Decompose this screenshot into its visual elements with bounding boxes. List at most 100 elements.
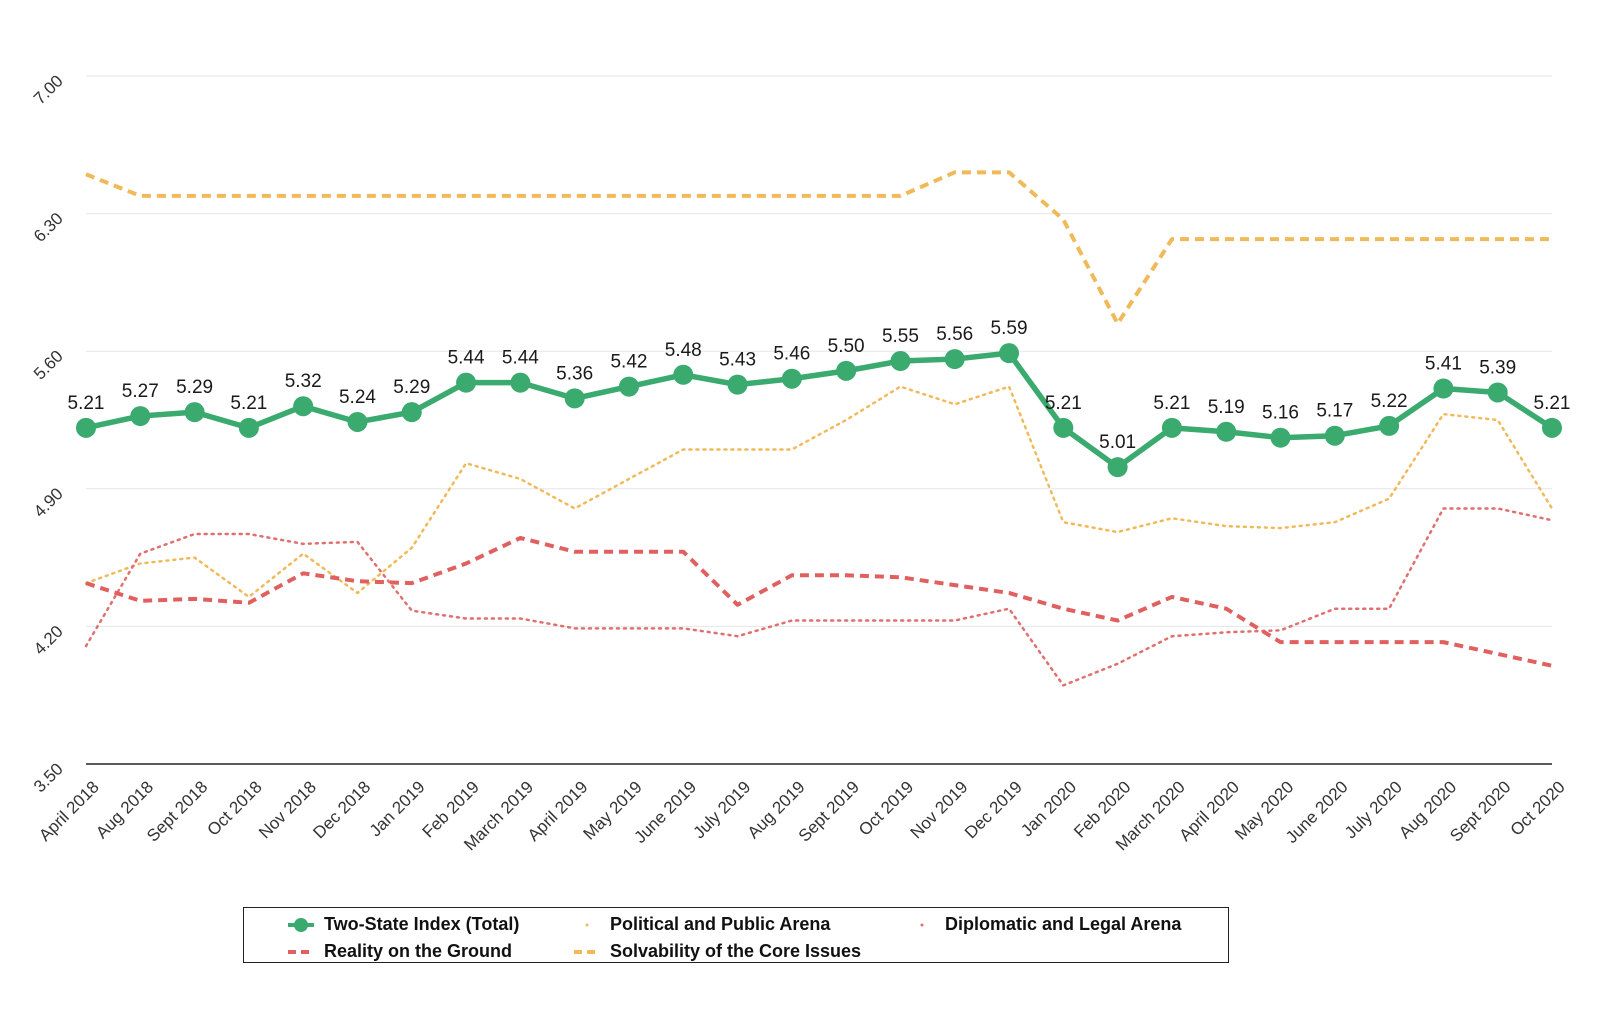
data-label-total: 5.19 — [1208, 397, 1245, 418]
x-tick-label: Jan 2020 — [1017, 777, 1080, 840]
data-label-total: 5.24 — [339, 387, 376, 408]
data-point-total[interactable] — [1053, 417, 1074, 438]
series-lines — [84, 170, 1554, 687]
legend-label-diplomatic: Diplomatic and Legal Arena — [945, 914, 1182, 934]
data-point-total[interactable] — [944, 349, 965, 370]
series-line-reality-on-the-ground — [85, 535, 1553, 668]
data-label-total: 5.21 — [230, 393, 267, 414]
data-label-total: 5.39 — [1479, 357, 1516, 378]
data-label-total: 5.36 — [556, 363, 593, 384]
data-label-total: 5.29 — [393, 377, 430, 398]
data-point-total[interactable] — [1107, 457, 1128, 478]
legend-label-solvability: Solvability of the Core Issues — [610, 941, 862, 961]
x-tick-label: April 2019 — [524, 777, 592, 845]
data-point-total[interactable] — [836, 360, 857, 381]
data-label-total: 5.59 — [991, 318, 1028, 339]
data-point-total[interactable] — [999, 343, 1020, 364]
data-point-total[interactable] — [1161, 417, 1182, 438]
data-point-total[interactable] — [238, 417, 259, 438]
legend-label-political: Political and Public Arena — [610, 914, 831, 934]
y-tick-label: 3.50 — [30, 759, 67, 796]
legend-item-solvability[interactable]: Solvability of the Core Issues — [574, 941, 861, 962]
data-label-total: 5.16 — [1262, 403, 1299, 424]
data-point-total[interactable] — [1542, 417, 1562, 438]
legend: Two-State Index (Total) Political and Pu… — [243, 907, 1229, 963]
data-point-total[interactable] — [564, 388, 585, 409]
series-markers — [76, 343, 1562, 478]
data-point-total[interactable] — [510, 372, 531, 393]
data-label-total: 5.21 — [1153, 393, 1190, 414]
legend-item-reality[interactable]: Reality on the Ground — [288, 941, 512, 962]
data-point-total[interactable] — [890, 351, 911, 372]
data-point-total[interactable] — [184, 402, 205, 423]
legend-swatch-total — [288, 917, 314, 932]
legend-swatch-diplomatic — [920, 923, 924, 926]
legend-item-diplomatic[interactable]: Diplomatic and Legal Arena — [909, 914, 1181, 935]
legend-swatch-solvability — [574, 949, 600, 954]
data-point-total[interactable] — [130, 406, 151, 427]
data-label-total: 5.22 — [1371, 391, 1408, 412]
x-tick-label: Nov 2019 — [907, 777, 972, 842]
legend-item-political[interactable]: Political and Public Arena — [574, 914, 830, 935]
data-point-total[interactable] — [1324, 425, 1345, 446]
y-tick-label: 5.60 — [30, 347, 67, 384]
data-point-total[interactable] — [1216, 421, 1237, 442]
data-label-total: 5.21 — [1534, 393, 1571, 414]
x-tick-label: July 2020 — [1341, 777, 1406, 842]
legend-label-total: Two-State Index (Total) — [324, 914, 520, 934]
data-point-total[interactable] — [618, 376, 639, 397]
data-label-total: 5.44 — [448, 348, 485, 369]
data-label-total: 5.27 — [122, 381, 159, 402]
data-label-total: 5.55 — [882, 326, 919, 347]
data-label-total: 5.44 — [502, 348, 539, 369]
series-line-two-state-index-total — [85, 350, 1554, 470]
data-label-total: 5.56 — [936, 324, 973, 345]
data-point-total[interactable] — [401, 402, 422, 423]
series-line-diplomatic-and-legal-arena — [84, 507, 1554, 687]
data-label-total: 5.21 — [68, 393, 105, 414]
x-tick-label: Nov 2018 — [255, 777, 320, 842]
data-label-total: 5.48 — [665, 340, 702, 361]
data-labels: 5.21 5.27 5.29 5.21 5.32 5.24 5.29 5.44 5.44 5.36… — [68, 318, 1571, 453]
data-label-total: 5.17 — [1316, 401, 1353, 422]
data-point-total[interactable] — [673, 364, 694, 385]
y-tick-label: 6.30 — [30, 209, 67, 246]
data-point-total[interactable] — [781, 368, 802, 389]
x-tick-label: July 2019 — [689, 777, 754, 842]
data-label-total: 5.43 — [719, 350, 756, 371]
legend-label-reality: Reality on the Ground — [324, 941, 513, 961]
series-line-political-and-public-arena — [84, 385, 1554, 599]
data-label-total: 5.21 — [1045, 393, 1082, 414]
y-tick-label: 4.20 — [30, 622, 67, 659]
x-tick-label: April 2020 — [1175, 777, 1243, 845]
x-tick-label: Oct 2020 — [1507, 777, 1569, 839]
y-tick-label: 4.90 — [30, 484, 67, 521]
data-point-total[interactable] — [1270, 427, 1291, 448]
series-line-solvability-of-the-core-issues — [85, 170, 1552, 326]
data-point-total[interactable] — [1433, 378, 1454, 399]
x-tick-label: Dec 2018 — [309, 777, 374, 842]
data-label-total: 5.01 — [1099, 432, 1136, 453]
data-point-total[interactable] — [1379, 415, 1400, 436]
x-tick-label: Jan 2019 — [366, 777, 429, 840]
y-tick-label: 7.00 — [30, 71, 67, 108]
gridlines — [86, 75, 1552, 627]
data-label-total: 5.50 — [828, 336, 865, 357]
data-label-total: 5.42 — [610, 352, 647, 373]
data-point-total[interactable] — [76, 417, 96, 438]
data-point-total[interactable] — [727, 374, 748, 395]
legend-swatch-political — [585, 923, 589, 926]
data-point-total[interactable] — [347, 411, 368, 432]
x-tick-label: Dec 2019 — [961, 777, 1026, 842]
data-point-total[interactable] — [1487, 382, 1508, 403]
y-axis-ticks: 3.50 4.20 4.90 5.60 6.30 7.00 — [30, 71, 67, 796]
data-point-total[interactable] — [293, 396, 314, 417]
legend-item-total[interactable]: Two-State Index (Total) — [288, 914, 519, 935]
data-point-total[interactable] — [456, 372, 477, 393]
data-label-total: 5.46 — [773, 344, 810, 365]
data-label-total: 5.32 — [285, 371, 322, 392]
data-label-total: 5.41 — [1425, 354, 1462, 375]
legend-swatch-reality — [288, 949, 314, 954]
